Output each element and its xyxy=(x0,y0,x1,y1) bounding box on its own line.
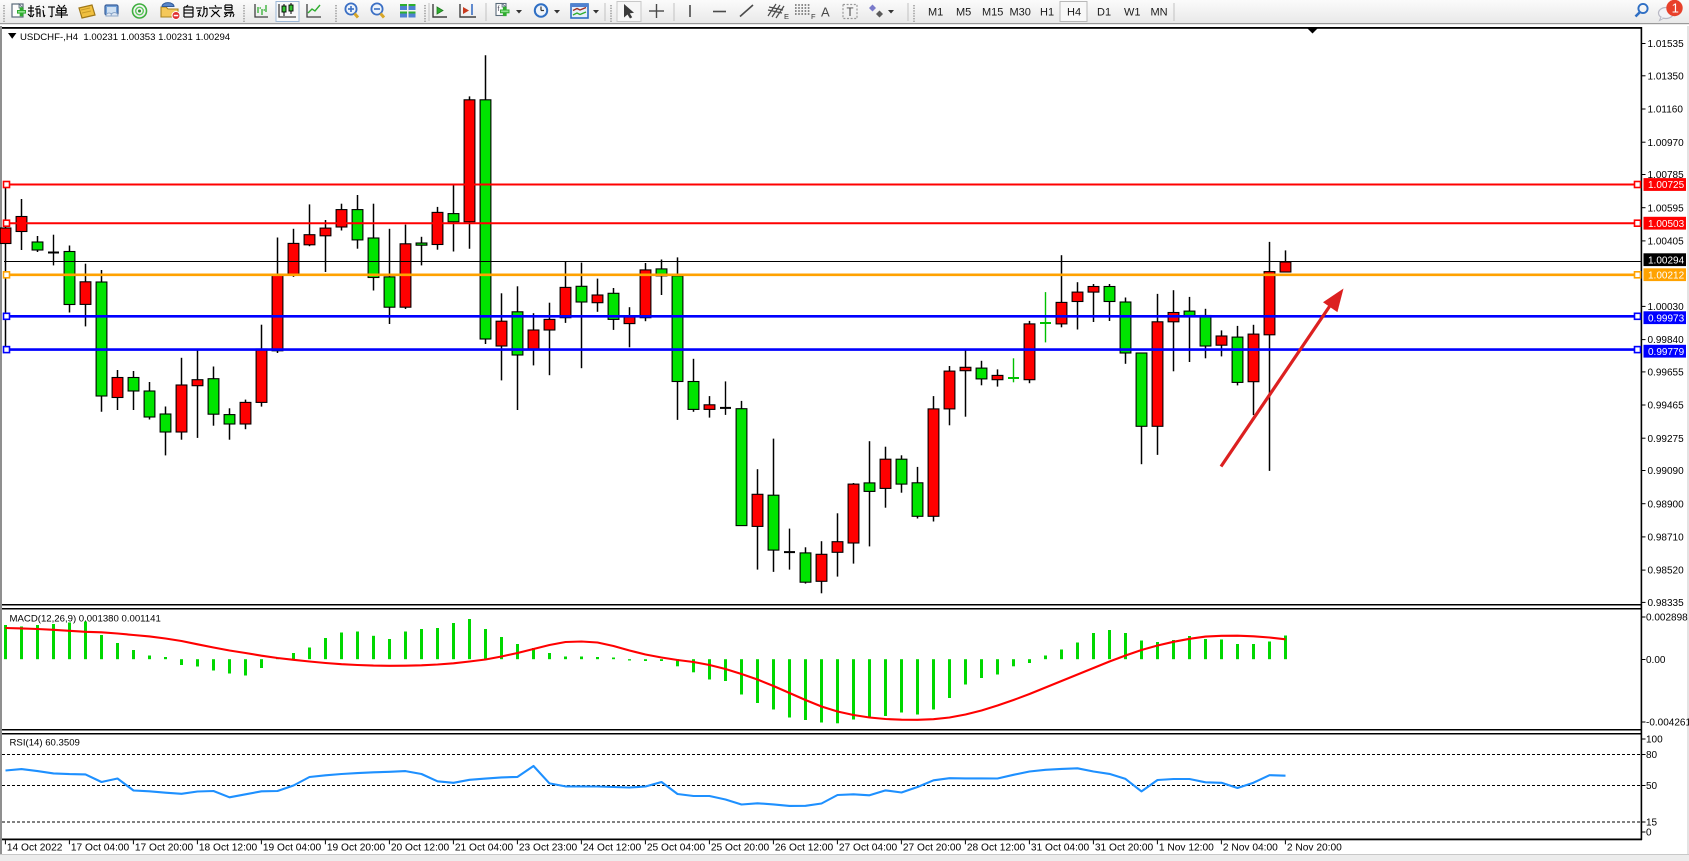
svg-text:0.99275: 0.99275 xyxy=(1648,434,1685,445)
svg-text:0.99973: 0.99973 xyxy=(1648,313,1685,324)
svg-text:1.00294: 1.00294 xyxy=(1648,255,1685,266)
svg-text:USDCHF-,H4 1.00231 1.00353 1.: USDCHF-,H4 1.00231 1.00353 1.00231 1.002… xyxy=(20,32,231,43)
svg-text:14 Oct 2022: 14 Oct 2022 xyxy=(7,843,63,854)
svg-text:31 Oct 04:00: 31 Oct 04:00 xyxy=(1031,843,1090,854)
svg-text:f: f xyxy=(498,6,500,13)
svg-text:31 Oct 20:00: 31 Oct 20:00 xyxy=(1095,843,1154,854)
svg-text:0.99840: 0.99840 xyxy=(1648,335,1685,346)
svg-text:24 Oct 12:00: 24 Oct 12:00 xyxy=(583,843,642,854)
svg-text:21 Oct 04:00: 21 Oct 04:00 xyxy=(455,843,514,854)
svg-text:D1: D1 xyxy=(1097,7,1111,19)
svg-text:T: T xyxy=(847,7,854,19)
svg-text:M15: M15 xyxy=(982,7,1003,19)
svg-text:0.99465: 0.99465 xyxy=(1648,401,1685,412)
svg-text:1.00785: 1.00785 xyxy=(1648,170,1685,181)
svg-text:27 Oct 04:00: 27 Oct 04:00 xyxy=(839,843,898,854)
svg-text:26 Oct 12:00: 26 Oct 12:00 xyxy=(775,843,834,854)
svg-text:1.00725: 1.00725 xyxy=(1648,180,1685,191)
svg-text:17 Oct 20:00: 17 Oct 20:00 xyxy=(135,843,194,854)
svg-text:0.98900: 0.98900 xyxy=(1648,499,1685,510)
svg-text:MACD(12,26,9) 0.001380 0.00114: MACD(12,26,9) 0.001380 0.001141 xyxy=(10,614,161,625)
svg-text:25 Oct 20:00: 25 Oct 20:00 xyxy=(711,843,770,854)
svg-text:15: 15 xyxy=(1646,818,1658,829)
svg-text:17 Oct 04:00: 17 Oct 04:00 xyxy=(71,843,130,854)
svg-text:1.00030: 1.00030 xyxy=(1648,302,1685,313)
svg-text:28 Oct 12:00: 28 Oct 12:00 xyxy=(967,843,1026,854)
svg-text:1.00405: 1.00405 xyxy=(1648,237,1685,248)
svg-text:F: F xyxy=(811,12,816,21)
svg-text:-0.004261: -0.004261 xyxy=(1646,718,1689,729)
svg-text:M5: M5 xyxy=(956,7,971,19)
svg-text:0: 0 xyxy=(1646,828,1652,839)
svg-text:1 Nov 12:00: 1 Nov 12:00 xyxy=(1159,843,1214,854)
svg-text:0.98710: 0.98710 xyxy=(1648,533,1685,544)
svg-text:0.002898: 0.002898 xyxy=(1646,613,1688,624)
svg-text:1.01535: 1.01535 xyxy=(1648,39,1685,50)
svg-text:M30: M30 xyxy=(1010,7,1031,19)
svg-text:27 Oct 20:00: 27 Oct 20:00 xyxy=(903,843,962,854)
svg-text:25 Oct 04:00: 25 Oct 04:00 xyxy=(647,843,706,854)
svg-text:100: 100 xyxy=(1646,735,1663,746)
svg-text:1.00212: 1.00212 xyxy=(1648,270,1685,281)
svg-text:23 Oct 23:00: 23 Oct 23:00 xyxy=(519,843,578,854)
svg-text:2 Nov 04:00: 2 Nov 04:00 xyxy=(1223,843,1278,854)
svg-text:19 Oct 20:00: 19 Oct 20:00 xyxy=(327,843,386,854)
svg-text:2 Nov 20:00: 2 Nov 20:00 xyxy=(1287,843,1342,854)
svg-text:E: E xyxy=(784,12,789,21)
svg-text:0.99655: 0.99655 xyxy=(1648,368,1685,379)
svg-text:0.00: 0.00 xyxy=(1646,655,1666,666)
svg-text:1.00503: 1.00503 xyxy=(1648,219,1685,230)
svg-text:W1: W1 xyxy=(1124,7,1141,19)
svg-text:A: A xyxy=(821,5,830,20)
svg-text:0.99779: 0.99779 xyxy=(1648,347,1685,358)
svg-text:1.00595: 1.00595 xyxy=(1648,203,1685,214)
svg-text:20 Oct 12:00: 20 Oct 12:00 xyxy=(391,843,450,854)
svg-text:1.01160: 1.01160 xyxy=(1648,105,1684,116)
svg-text:1: 1 xyxy=(1672,1,1679,16)
svg-text:0.98335: 0.98335 xyxy=(1648,598,1685,609)
svg-text:MN: MN xyxy=(1151,7,1168,19)
svg-text:0.98520: 0.98520 xyxy=(1648,566,1685,577)
svg-text:0.99090: 0.99090 xyxy=(1648,466,1685,477)
svg-text:50: 50 xyxy=(1646,781,1658,792)
svg-text:H4: H4 xyxy=(1067,7,1081,19)
svg-text:1.00970: 1.00970 xyxy=(1648,138,1685,149)
svg-text:1.01350: 1.01350 xyxy=(1648,71,1685,82)
svg-text:RSI(14) 60.3509: RSI(14) 60.3509 xyxy=(10,738,80,749)
svg-text:M1: M1 xyxy=(928,7,943,19)
svg-text:80: 80 xyxy=(1646,750,1658,761)
svg-text:H1: H1 xyxy=(1040,7,1054,19)
svg-text:18 Oct 12:00: 18 Oct 12:00 xyxy=(199,843,258,854)
svg-text:19 Oct 04:00: 19 Oct 04:00 xyxy=(263,843,322,854)
